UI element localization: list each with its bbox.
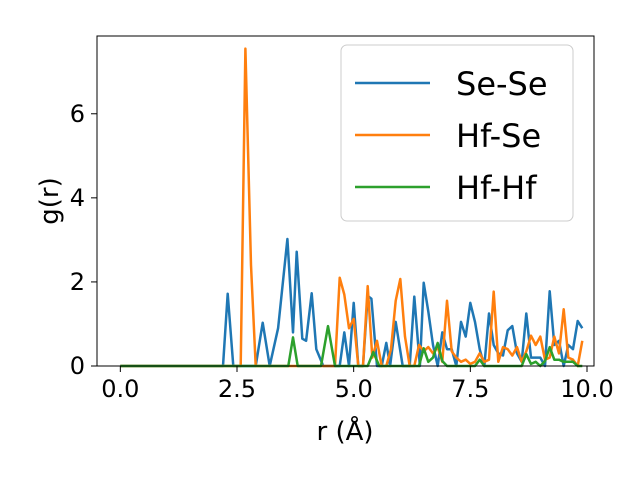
plot-frame (96, 35, 595, 367)
y-tick-label: 6 (70, 100, 85, 128)
y-axis-label: g(r) (35, 177, 65, 224)
legend-box (340, 44, 574, 222)
x-tick-label: 10.0 (560, 375, 613, 403)
x-axis-ticks: 0.0 2.5 5.0 7.5 10.0 (101, 366, 614, 403)
x-tick-label: 5.0 (335, 375, 373, 403)
series-line-se-se (120, 237, 584, 368)
legend: Se-Se Hf-Se Hf-Hf (340, 44, 574, 222)
legend-label: Hf-Se (456, 117, 541, 155)
legend-label: Se-Se (456, 65, 548, 103)
y-tick-label: 0 (70, 352, 85, 380)
legend-label: Hf-Hf (456, 169, 537, 207)
series-line-hf-se (120, 47, 584, 368)
y-axis-ticks: 0 2 4 6 (70, 100, 97, 380)
y-tick-label: 4 (70, 184, 85, 212)
x-tick-label: 0.0 (101, 375, 139, 403)
x-axis-label: r (Å) (316, 415, 373, 447)
y-tick-label: 2 (70, 268, 85, 296)
x-tick-label: 2.5 (218, 375, 256, 403)
x-tick-label: 7.5 (451, 375, 489, 403)
